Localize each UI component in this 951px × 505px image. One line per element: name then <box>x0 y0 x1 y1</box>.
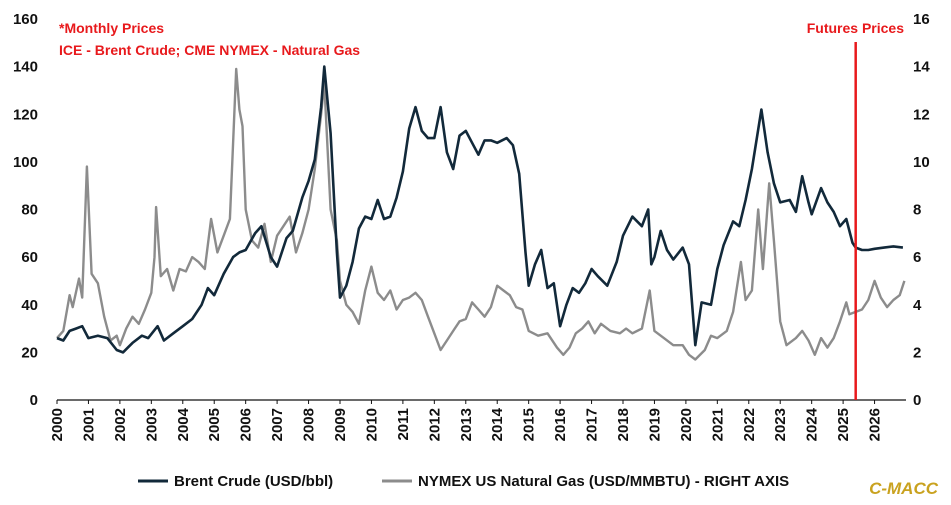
x-tick-label: 2015 <box>521 408 538 441</box>
x-tick-label: 2007 <box>269 408 286 441</box>
x-tick-label: 2016 <box>552 408 569 441</box>
x-tick-label: 2021 <box>709 408 726 441</box>
x-tick-label: 2022 <box>741 408 758 441</box>
brand-logo-text: C-MACC <box>869 479 939 498</box>
y-left-tick-label: 40 <box>21 297 38 314</box>
x-tick-label: 2012 <box>426 408 443 441</box>
y-right-tick-label: 10 <box>913 154 930 171</box>
x-tick-label: 2020 <box>678 408 695 441</box>
x-tick-label: 2001 <box>80 408 97 441</box>
y-right-tick-label: 16 <box>913 11 930 28</box>
x-tick-label: 2010 <box>363 408 380 441</box>
y-right-tick-label: 14 <box>913 59 930 76</box>
y-left-tick-label: 0 <box>30 392 38 409</box>
x-tick-label: 2017 <box>584 408 601 441</box>
legend-label-brent: Brent Crude (USD/bbl) <box>174 473 333 490</box>
x-tick-label: 2011 <box>395 408 412 441</box>
x-tick-label: 2006 <box>238 408 255 441</box>
x-tick-label: 2024 <box>804 407 821 441</box>
x-tick-label: 2023 <box>772 408 789 441</box>
y-right-tick-label: 2 <box>913 344 921 361</box>
legend-label-gas: NYMEX US Natural Gas (USD/MMBTU) - RIGHT… <box>418 473 789 490</box>
y-left-tick-label: 20 <box>21 344 38 361</box>
y-right-tick-label: 8 <box>913 202 921 219</box>
x-tick-label: 2026 <box>867 408 884 441</box>
x-tick-label: 2003 <box>143 408 160 441</box>
y-right-tick-label: 6 <box>913 249 921 266</box>
x-tick-label: 2014 <box>489 407 506 441</box>
y-left-tick-label: 120 <box>13 106 38 123</box>
futures-prices-label: Futures Prices <box>807 20 904 36</box>
y-left-tick-label: 160 <box>13 11 38 28</box>
x-tick-label: 2013 <box>458 408 475 441</box>
x-tick-label: 2008 <box>301 408 318 441</box>
x-tick-label: 2018 <box>615 408 632 441</box>
x-tick-label: 2025 <box>835 408 852 441</box>
tick-labels: 0 20 40 60 80 100 120 140 160 0 2 4 6 8 10 12 14 16 2000 20… <box>13 11 930 441</box>
series-line-brent <box>56 65 904 354</box>
x-tick-label: 2009 <box>332 408 349 441</box>
y-left-tick-label: 140 <box>13 59 38 76</box>
x-tick-label: 2019 <box>646 408 663 441</box>
y-left-tick-label: 100 <box>13 154 38 171</box>
note-data-sources: ICE - Brent Crude; CME NYMEX - Natural G… <box>59 42 360 58</box>
note-monthly-prices: *Monthly Prices <box>59 20 164 36</box>
y-left-tick-label: 60 <box>21 249 38 266</box>
x-tick-label: 2004 <box>175 407 192 441</box>
x-tick-label: 2002 <box>112 408 129 441</box>
legend: Brent Crude (USD/bbl) NYMEX US Natural G… <box>138 473 789 490</box>
y-right-tick-label: 4 <box>913 297 922 314</box>
series-line-gas <box>56 67 906 361</box>
y-left-tick-label: 80 <box>21 202 38 219</box>
y-right-tick-label: 12 <box>913 106 930 123</box>
axes <box>56 399 906 404</box>
y-right-tick-label: 0 <box>913 392 921 409</box>
series <box>56 65 906 361</box>
x-tick-label: 2000 <box>49 408 66 441</box>
x-tick-label: 2005 <box>206 408 223 441</box>
